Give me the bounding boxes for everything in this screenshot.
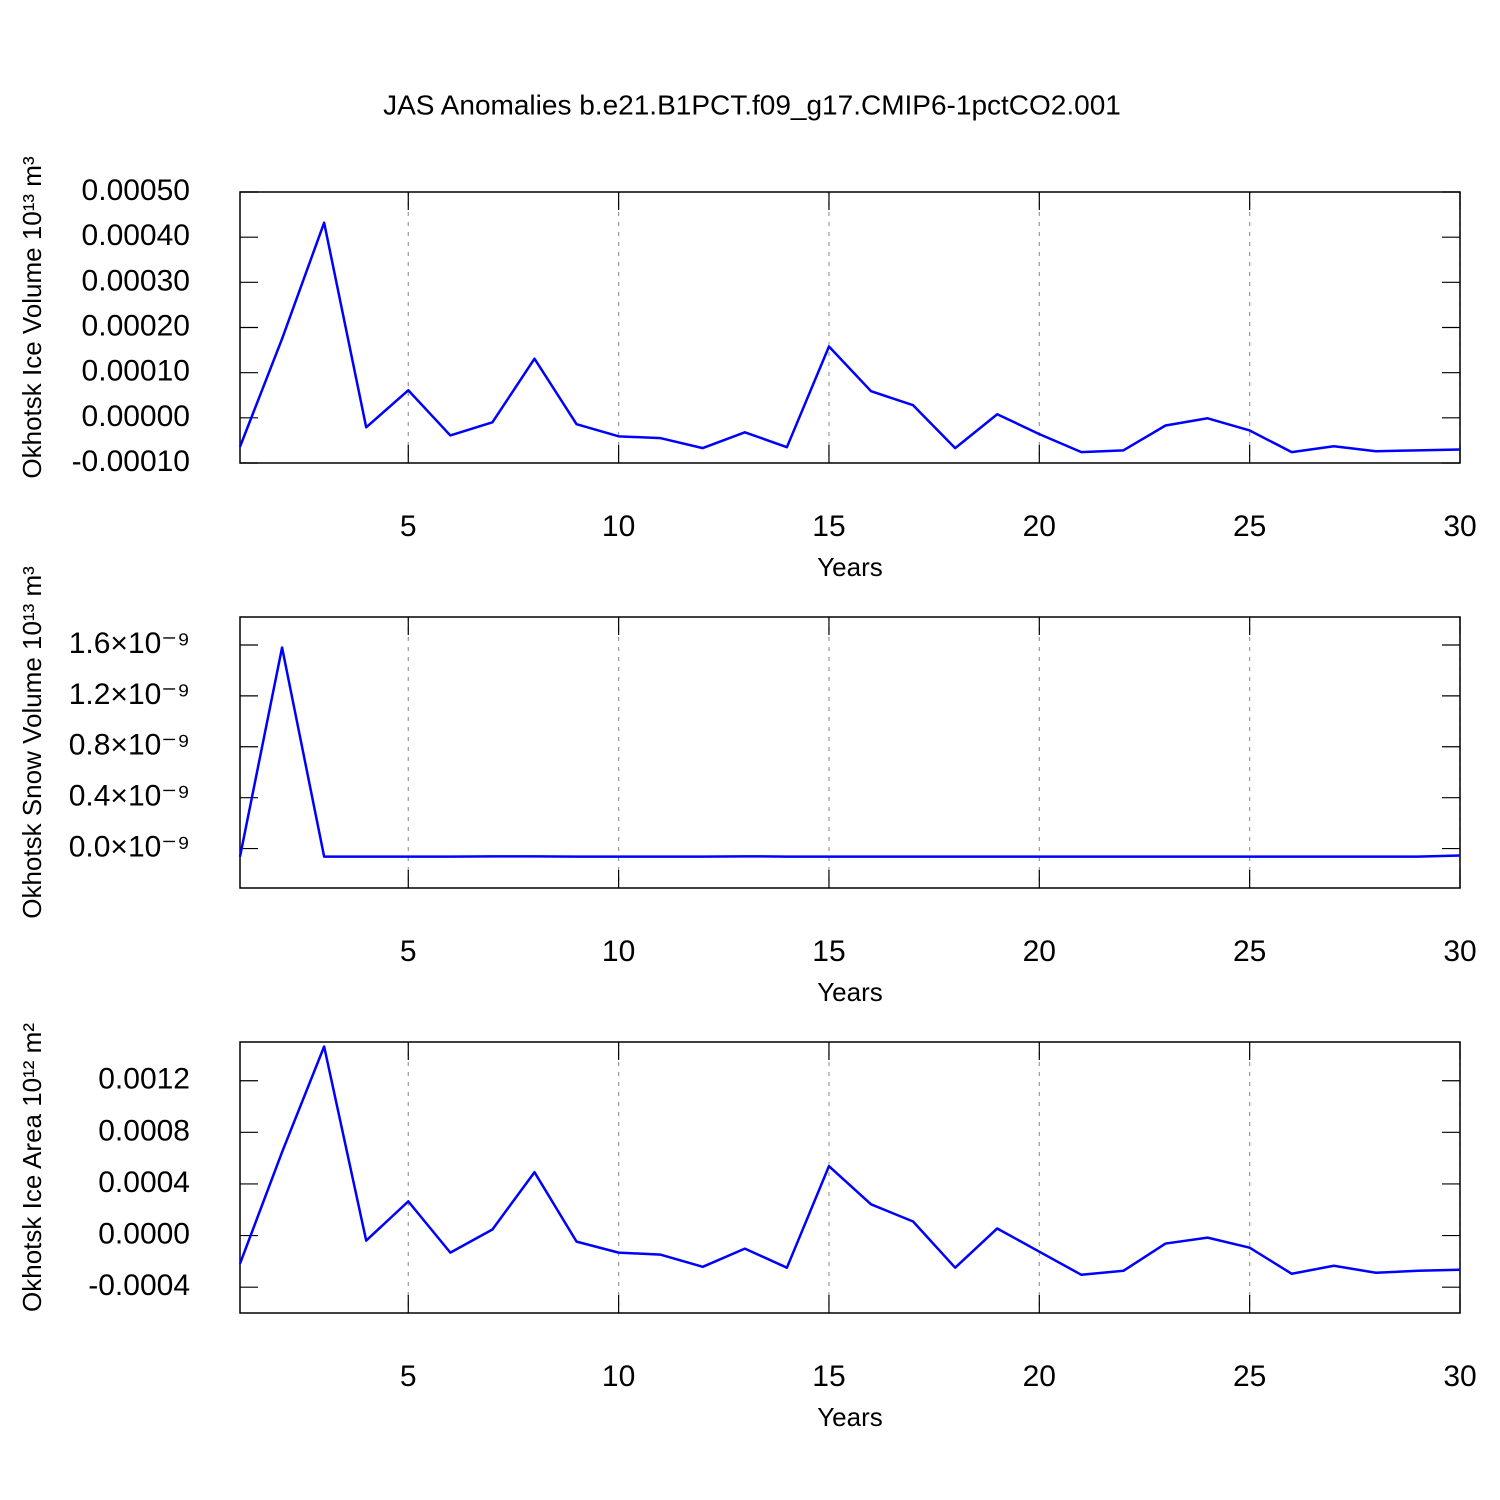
y-tick-label: 0.0000 <box>98 1217 190 1250</box>
x-tick-label: 30 <box>1443 1360 1476 1393</box>
data-line <box>238 221 1461 454</box>
x-tick-label: 15 <box>812 1360 845 1393</box>
x-tick-label: 5 <box>400 935 417 968</box>
x-tick-label: 20 <box>1023 935 1056 968</box>
y-tick-label: 0.00020 <box>82 309 190 342</box>
y-axis-label: Okhotsk Ice Area 10¹² m² <box>17 1023 47 1312</box>
y-tick-label: 0.8×10⁻⁹ <box>69 729 190 762</box>
y-tick-label: 1.2×10⁻⁹ <box>69 678 190 711</box>
y-tick-label: 0.0012 <box>98 1063 190 1096</box>
y-tick-label: 0.00000 <box>82 400 190 433</box>
x-tick-label: 10 <box>602 935 635 968</box>
y-tick-label: 0.00050 <box>82 174 190 207</box>
chart-title: JAS Anomalies b.e21.B1PCT.f09_g17.CMIP6-… <box>383 89 1121 120</box>
x-axis-label: Years <box>817 977 883 1007</box>
y-tick-label: -0.00010 <box>72 445 190 478</box>
x-tick-label: 20 <box>1023 510 1056 543</box>
y-tick-label: 0.00030 <box>82 264 190 297</box>
x-tick-label: 5 <box>400 510 417 543</box>
y-tick-label: 0.0×10⁻⁹ <box>69 830 190 863</box>
plot-frame <box>239 1041 1461 1314</box>
x-tick-label: 10 <box>602 1360 635 1393</box>
x-tick-label: 25 <box>1233 1360 1266 1393</box>
y-tick-label: 0.00010 <box>82 355 190 388</box>
y-axis-label: Okhotsk Snow Volume 10¹³ m³ <box>17 566 47 919</box>
y-tick-label: 0.0004 <box>98 1166 190 1199</box>
y-axis-label: Okhotsk Ice Volume 10¹³ m³ <box>17 156 47 479</box>
x-tick-label: 5 <box>400 1360 417 1393</box>
x-tick-label: 10 <box>602 510 635 543</box>
plot-frame <box>239 616 1461 889</box>
x-tick-label: 25 <box>1233 935 1266 968</box>
x-tick-label: 30 <box>1443 935 1476 968</box>
x-tick-label: 30 <box>1443 510 1476 543</box>
x-tick-label: 15 <box>812 510 845 543</box>
x-axis-label: Years <box>817 552 883 582</box>
x-axis-label: Years <box>817 1402 883 1432</box>
y-tick-label: 0.4×10⁻⁹ <box>69 780 190 813</box>
x-tick-label: 20 <box>1023 1360 1056 1393</box>
y-tick-label: 0.00040 <box>82 219 190 252</box>
x-tick-label: 25 <box>1233 510 1266 543</box>
y-tick-label: 1.6×10⁻⁹ <box>69 627 190 660</box>
x-tick-label: 15 <box>812 935 845 968</box>
y-tick-label: -0.0004 <box>88 1269 190 1302</box>
data-line <box>238 646 1461 858</box>
data-line <box>238 1045 1461 1277</box>
y-tick-label: 0.0008 <box>98 1114 190 1147</box>
plot-frame <box>239 191 1461 464</box>
